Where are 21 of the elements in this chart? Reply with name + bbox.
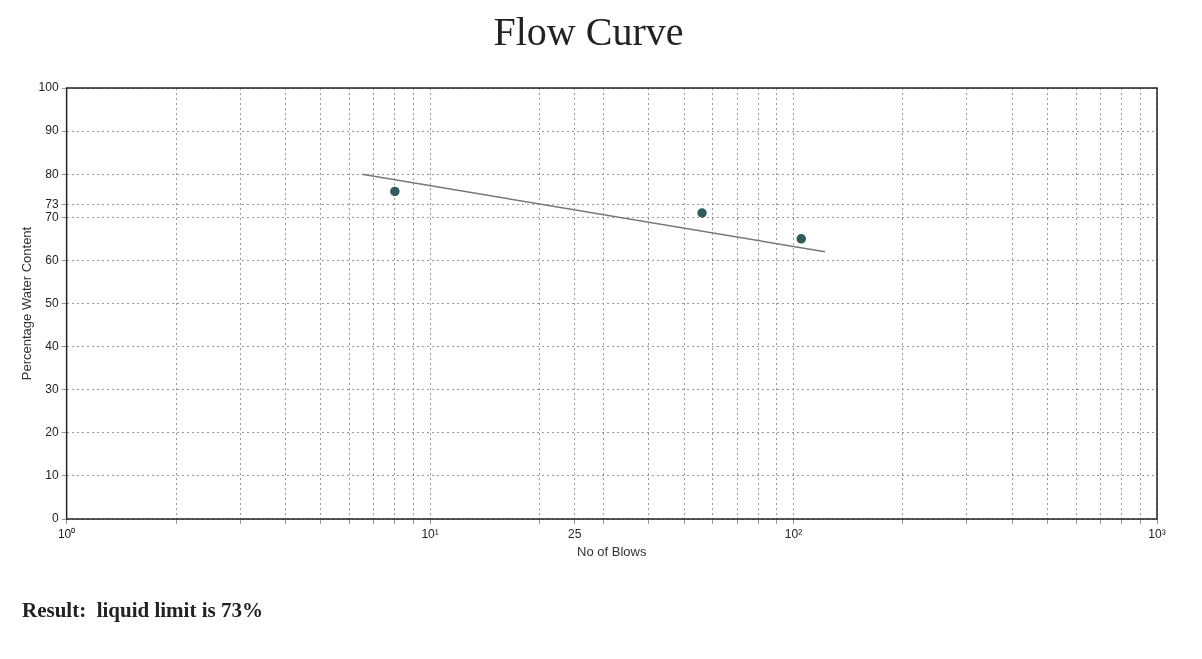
y-tick-label: 50	[45, 295, 59, 310]
x-tick-label: 10³	[1148, 526, 1166, 541]
y-tick-label: 40	[45, 338, 59, 353]
x-tick-label: 10¹	[421, 526, 439, 541]
x-tick-label: 10⁰	[57, 526, 76, 541]
text: Result: liquid limit is 73%	[22, 598, 263, 623]
y-tick-label: 100	[38, 80, 59, 95]
y-tick-label: 0	[51, 511, 59, 526]
x-tick-label: 25	[568, 526, 582, 541]
y-tick-label: 60	[45, 252, 59, 267]
x-tick-label: 10²	[784, 526, 803, 541]
chart-title: Flow Curve	[493, 8, 684, 54]
y-tick-label: 90	[45, 123, 59, 138]
y-tick-label: 70	[45, 209, 59, 224]
y-tick-label: 20	[45, 425, 59, 440]
x-axis-title: No of Blows	[577, 543, 647, 559]
y-axis-title: Percentage Water Content	[19, 226, 35, 381]
y-tick-label: 73	[45, 196, 59, 211]
y-tick-label: 30	[45, 382, 59, 397]
y-tick-label: 10	[45, 468, 59, 483]
y-tick-label: 80	[45, 166, 59, 181]
